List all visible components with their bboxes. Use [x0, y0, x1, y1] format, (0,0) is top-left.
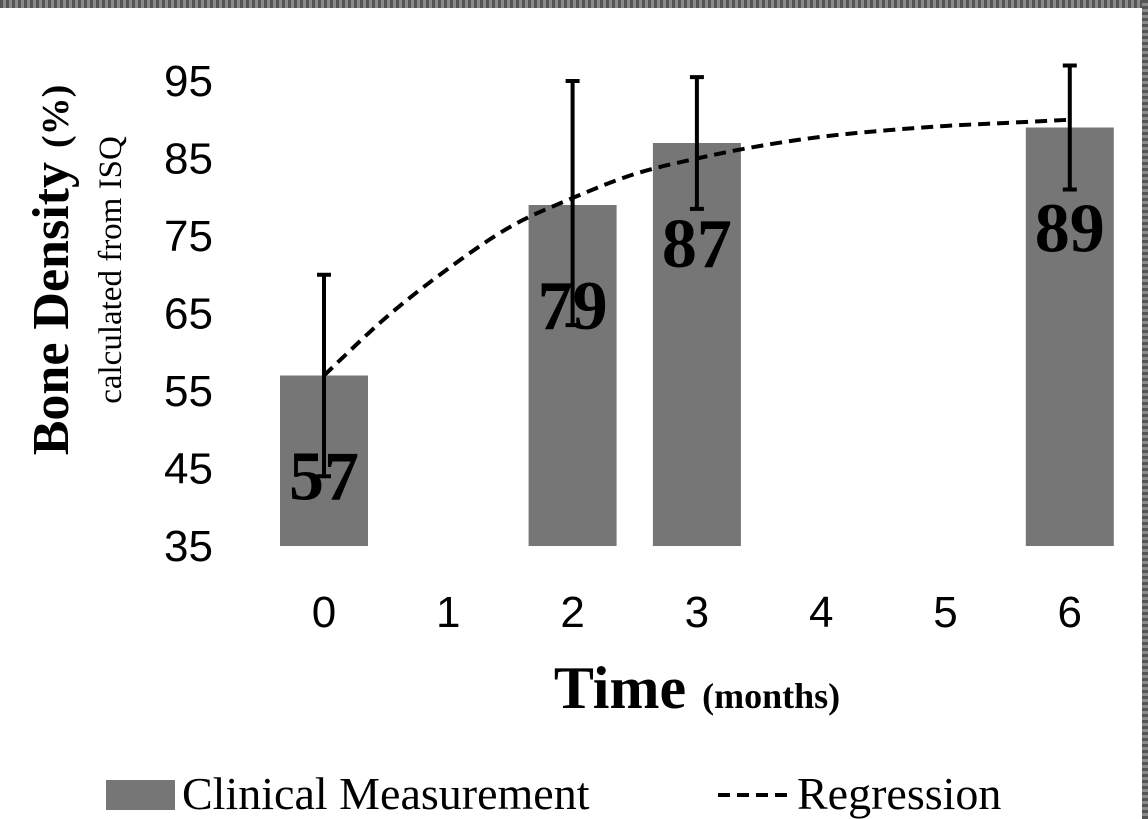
- x-axis-title: Time (months): [554, 655, 840, 721]
- bars: [280, 127, 1114, 546]
- x-tick-label: 1: [436, 588, 460, 637]
- y-tick-label: 45: [164, 445, 213, 494]
- x-axis-ticks: 0 1 2 3 4 5 6: [312, 588, 1082, 637]
- legend-swatch-clinical: [106, 780, 175, 810]
- bar: [1025, 127, 1114, 546]
- y-tick-label: 55: [164, 367, 213, 416]
- right-border: [1142, 0, 1148, 819]
- y-tick-label: 65: [164, 290, 213, 339]
- bar-value-labels: 57 79 87 89: [289, 191, 1105, 516]
- x-tick-label: 3: [685, 588, 709, 637]
- top-border: [0, 0, 1148, 8]
- y-axis-ticks: 35 45 55 65 75 85 95: [164, 57, 213, 571]
- x-tick-label: 2: [560, 588, 584, 637]
- bar-value-label: 89: [1035, 191, 1105, 268]
- y-axis-unit: (%): [35, 85, 77, 148]
- legend: Clinical Measurement Regression: [106, 768, 1001, 819]
- legend-label-clinical: Clinical Measurement: [182, 768, 590, 819]
- y-tick-label: 85: [164, 135, 213, 184]
- x-tick-label: 0: [312, 588, 336, 637]
- bar-value-label: 79: [538, 268, 608, 345]
- x-tick-label: 4: [809, 588, 833, 637]
- x-tick-label: 5: [933, 588, 957, 637]
- bar-value-label: 87: [662, 206, 732, 283]
- y-axis-subtitle: calculated from ISQ: [93, 136, 129, 404]
- y-axis-title: Bone Density (%): [23, 85, 80, 456]
- y-tick-label: 95: [164, 57, 213, 106]
- y-tick-label: 75: [164, 212, 213, 261]
- legend-label-regression: Regression: [797, 768, 1001, 819]
- y-axis-label: Bone Density: [23, 162, 80, 455]
- y-tick-label: 35: [164, 522, 213, 571]
- x-axis-unit: (months): [702, 676, 840, 716]
- x-tick-label: 6: [1058, 588, 1082, 637]
- bar-value-label: 57: [289, 439, 359, 516]
- x-axis-label: Time: [554, 655, 686, 721]
- regression-line: [322, 117, 1070, 377]
